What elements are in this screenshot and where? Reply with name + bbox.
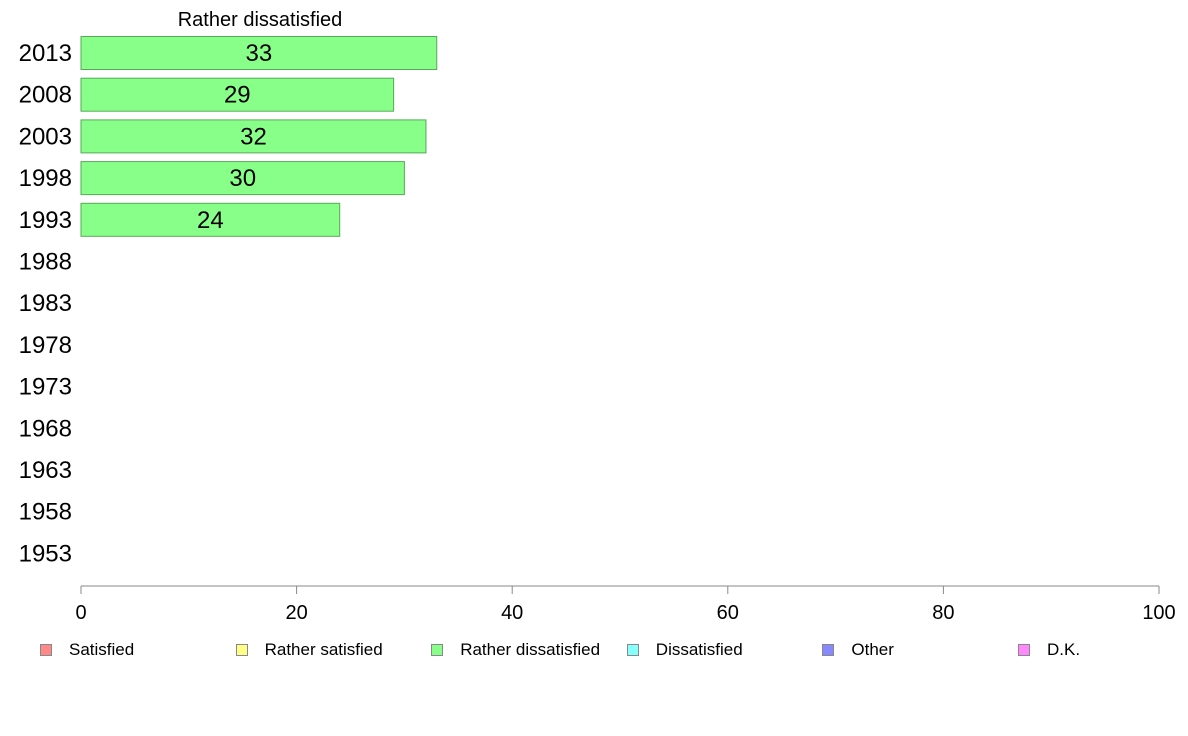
legend-swatch — [1018, 644, 1030, 656]
category-label: 1963 — [19, 457, 72, 484]
x-tick-label: 60 — [717, 602, 739, 624]
bar-value-label: 32 — [240, 123, 267, 150]
bar-value-label: 33 — [246, 40, 273, 67]
legend-label: Satisfied — [69, 640, 135, 659]
category-label: 2003 — [19, 123, 72, 150]
category-label: 1993 — [19, 207, 72, 234]
bar — [80, 119, 427, 154]
x-tick-label: 40 — [501, 602, 523, 624]
legend-label: Dissatisfied — [655, 640, 743, 659]
legend-swatch — [822, 644, 835, 656]
category-label: 2008 — [19, 82, 72, 109]
bar-chart: Rather dissatisfied 2013 2008 2003 1998 1993… — [19, 9, 1176, 624]
legend-label: Rather satisfied — [264, 640, 383, 659]
legend-label: Other — [851, 640, 894, 659]
category-label: 2013 — [19, 40, 72, 67]
category-label: 1983 — [19, 290, 72, 317]
legend-item: D.K. — [1018, 636, 1080, 664]
category-label: 1968 — [19, 415, 72, 442]
category-label: 1953 — [19, 540, 72, 567]
category-label: 1958 — [19, 499, 72, 526]
legend-item: Satisfied — [40, 636, 134, 664]
bar — [80, 161, 405, 196]
category-labels: 2013 2008 2003 1998 1993 1988 1983 1978 1973 1968… — [19, 40, 72, 567]
legend-item: Rather dissatisfied — [431, 636, 600, 664]
legend-swatch — [626, 644, 639, 656]
bar-value-label: 29 — [224, 82, 251, 109]
category-label: 1998 — [19, 165, 72, 192]
x-tick-label: 80 — [932, 602, 954, 624]
x-axis: 0 20 40 60 80 100 — [75, 585, 1176, 624]
category-label: 1973 — [19, 374, 72, 401]
bar — [80, 202, 341, 237]
legend-label: D.K. — [1047, 640, 1081, 659]
x-tick-label: 0 — [75, 602, 86, 624]
x-tick-label: 20 — [285, 602, 307, 624]
category-label: 1978 — [19, 332, 72, 359]
bar-value-label: 30 — [229, 165, 256, 192]
chart-title: Rather dissatisfied — [178, 9, 343, 31]
legend-swatch — [40, 644, 52, 656]
bar — [80, 77, 395, 112]
legend-label: Rather dissatisfied — [460, 640, 601, 659]
legend-swatch — [235, 644, 248, 656]
legend-item: Dissatisfied — [626, 636, 743, 664]
category-label: 1988 — [19, 249, 72, 276]
bar-value-label: 24 — [197, 207, 224, 234]
x-tick-label: 100 — [1142, 602, 1175, 624]
legend: Satisfied Rather satisfied Rather dissatis… — [0, 636, 1188, 664]
legend-swatch — [431, 644, 444, 656]
legend-item: Rather satisfied — [235, 636, 383, 664]
bar — [80, 36, 438, 70]
legend-item: Other — [822, 636, 894, 664]
